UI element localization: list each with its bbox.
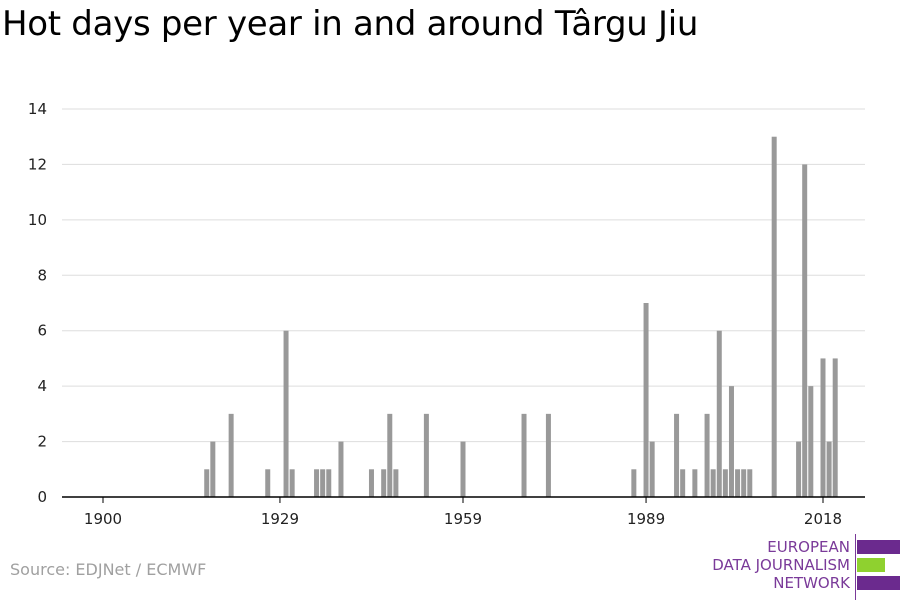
logo-bar-purple-bottom [857,576,900,590]
bar [521,413,527,497]
logo-text-network: NETWORK [773,574,850,592]
gridlines [62,108,865,443]
y-tick-label: 0 [37,488,47,506]
logo-bar-purple-top [857,540,900,554]
bar [320,469,326,497]
y-tick-label: 2 [37,433,47,451]
logo-text-data-journalism: DATA JOURNALISM [712,556,850,574]
bar [802,164,808,497]
bar [649,441,655,497]
bar [204,469,210,497]
bar [368,469,374,497]
bar [314,469,320,497]
bar [747,469,753,497]
bar [338,441,344,497]
bar [265,469,271,497]
y-axis-tick-labels: 0 2 4 6 8 10 12 14 [28,100,47,506]
y-tick-label: 6 [37,322,47,340]
bar [808,386,814,497]
x-axis [62,496,865,503]
y-tick-label: 12 [28,155,47,173]
bar [210,441,216,497]
x-tick-label: 1929 [261,510,299,528]
bar [283,330,289,497]
bar [820,358,826,497]
logo-bar-green [857,558,885,572]
bar [692,469,698,497]
bar [741,469,747,497]
bar [735,469,741,497]
bar [423,413,429,497]
source-note: Source: EDJNet / ECMWF [10,560,207,579]
bars [204,136,838,497]
bar [631,469,637,497]
bar [289,469,295,497]
edjnet-logo: EUROPEAN DATA JOURNALISM NETWORK [700,534,900,600]
x-tick-label: 1989 [627,510,665,528]
bar [545,413,551,497]
bar [771,136,777,497]
bar [728,386,734,497]
bar [326,469,332,497]
chart-title: Hot days per year in and around Târgu Ji… [2,4,699,44]
logo-divider [855,534,856,600]
bar [643,303,649,497]
y-tick-label: 10 [28,211,47,229]
x-tick-label: 2018 [804,510,842,528]
x-axis-tick-labels: 1900 1929 1959 1989 2018 [84,510,842,528]
y-tick-label: 4 [37,377,47,395]
bar [796,441,802,497]
bar [674,413,680,497]
bar [460,441,466,497]
x-tick-label: 1900 [84,510,122,528]
bar [387,413,393,497]
bar [381,469,387,497]
bar [680,469,686,497]
bar [722,469,728,497]
bar [393,469,399,497]
bar [710,469,716,497]
y-tick-label: 14 [28,100,47,118]
bar [832,358,838,497]
logo-text-european: EUROPEAN [767,538,850,556]
bar [826,441,832,497]
bar [228,413,234,497]
bar [716,330,722,497]
hot-days-bar-chart: 0 2 4 6 8 10 12 14 1900 1929 1959 1989 2018 [28,100,865,528]
y-tick-label: 8 [37,266,47,284]
bar [704,413,710,497]
x-tick-label: 1959 [444,510,482,528]
